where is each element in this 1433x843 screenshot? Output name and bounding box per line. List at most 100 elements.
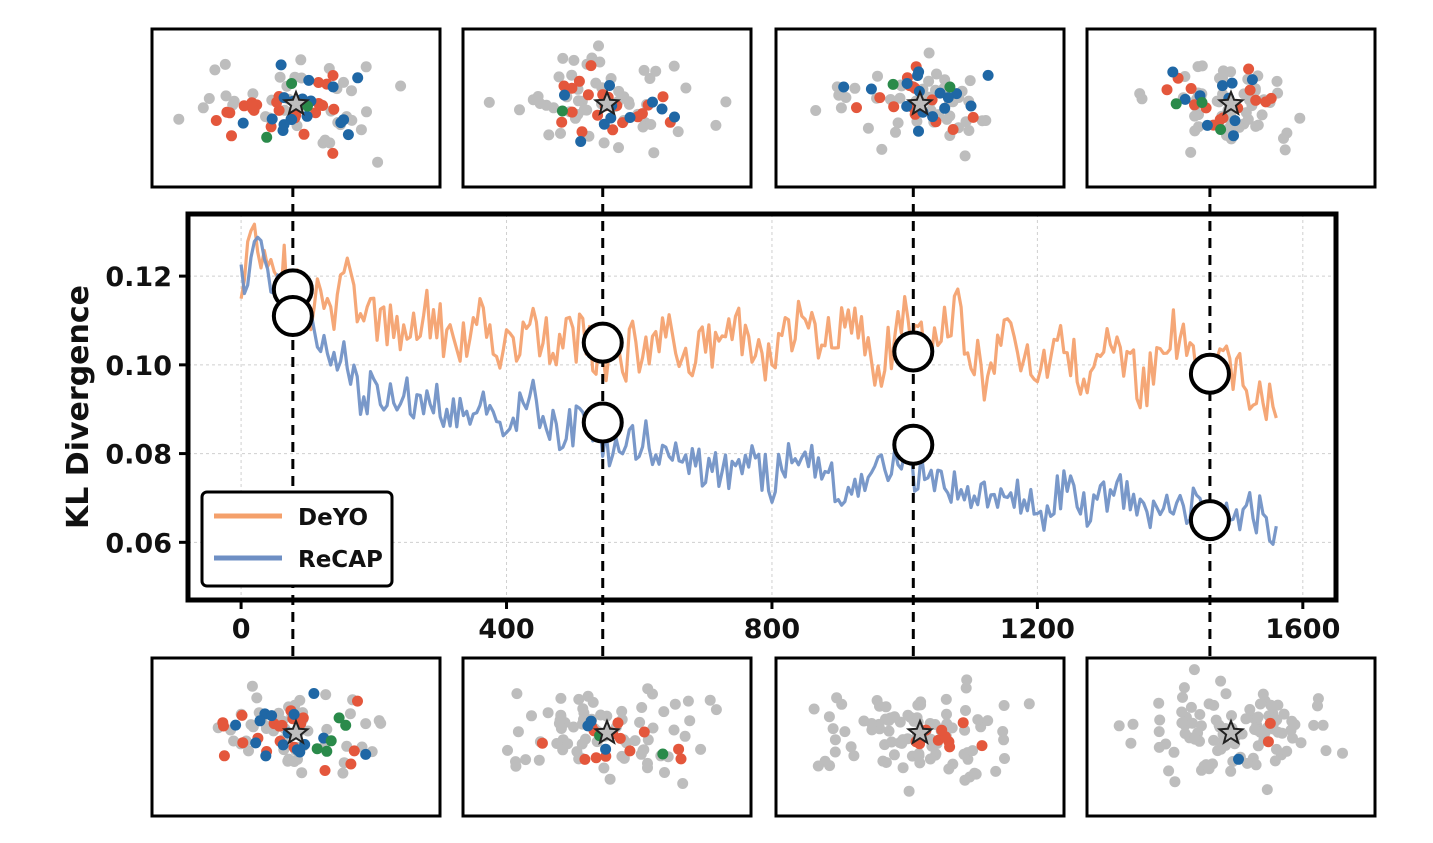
scatter-point-gray — [941, 113, 953, 125]
scatter-point-blue — [250, 737, 262, 749]
scatter-point-gray — [337, 767, 349, 779]
x-tick-label-0: 0 — [232, 614, 251, 645]
scatter-point-red — [313, 77, 324, 88]
scatter-point-gray — [1211, 95, 1223, 107]
scatter-point-gray — [894, 92, 906, 104]
scatter-point-red — [310, 107, 322, 119]
scatter-point-red — [888, 101, 900, 113]
scatter-point-gray — [572, 95, 584, 107]
scatter-point-gray — [650, 65, 662, 77]
scatter-point-gray — [1269, 755, 1281, 767]
scatter-point-gray — [1185, 701, 1197, 713]
scatter-point-gray — [888, 749, 900, 761]
scatter-point-gray — [1294, 112, 1306, 124]
scatter-point-gray — [246, 680, 258, 692]
scatter-point-blue — [288, 708, 300, 720]
scatter-point-blue — [1201, 119, 1213, 131]
scatter-point-blue — [338, 114, 350, 126]
scatter-point-gray — [1256, 109, 1268, 121]
scatter-point-blue — [301, 110, 313, 122]
scatter-point-gray — [1220, 688, 1232, 700]
star-icon — [592, 89, 622, 116]
scatter-point-gray — [827, 723, 839, 735]
scatter-point-gray — [679, 730, 691, 742]
scatter-point-gray — [680, 82, 692, 94]
scatter-point-gray — [668, 724, 680, 736]
scatter-point-gray — [593, 40, 604, 52]
scatter-point-red — [585, 60, 597, 72]
scatter-point-gray — [1226, 710, 1237, 722]
scatter-point-red — [210, 115, 222, 126]
scatter-point-gray — [638, 64, 650, 76]
scatter-point-gray — [1271, 75, 1283, 87]
scatter-point-blue — [237, 117, 249, 129]
axis-ticks: 0 400 800 1200 1600 0.06 0.08 0.10 0.12 — [105, 262, 1340, 645]
scatter-point-gray — [1271, 743, 1282, 755]
scatter-point-gray — [669, 698, 681, 710]
scatter-point-gray — [582, 690, 594, 702]
scatter-point-gray — [848, 750, 860, 762]
scatter-point-gray — [616, 705, 628, 717]
scatter-point-blue — [927, 111, 939, 123]
scatter-point-green — [887, 78, 899, 90]
scatter-point-gray — [1177, 691, 1188, 703]
scatter-point-gray — [355, 124, 367, 136]
scatter-point-gray — [931, 68, 942, 80]
scatter-point-gray — [672, 126, 684, 138]
scatter-point-red — [624, 745, 636, 757]
scatter-point-gray — [251, 692, 263, 704]
scatter-point-red — [1250, 94, 1262, 106]
scatter-point-blue — [575, 136, 587, 147]
scatter-point-blue — [278, 119, 290, 131]
scatter-point-gray — [720, 96, 732, 108]
highlight-marker-2-recap — [892, 423, 935, 466]
scatter-point-gray — [999, 753, 1010, 764]
scatter-point-gray — [964, 75, 976, 87]
scatter-point-gray — [941, 708, 952, 720]
scatter-point-gray — [533, 754, 545, 766]
scatter-point-blue — [1228, 130, 1239, 142]
scatter-point-gray — [319, 134, 331, 146]
connector-lines — [291, 187, 1212, 658]
scatter-point-red — [976, 740, 988, 752]
scatter-point-gray — [876, 143, 888, 155]
scatter-point-gray — [990, 765, 1002, 777]
scatter-point-gray — [1317, 719, 1329, 731]
scatter-point-blue — [266, 113, 278, 125]
scatter-point-blue — [1217, 80, 1228, 92]
scatter-point-green — [556, 105, 568, 117]
scatter-point-gray — [526, 710, 537, 722]
scatter-point-gray — [566, 69, 578, 81]
scatter-point-gray — [810, 105, 822, 116]
scatter-point-blue — [585, 715, 597, 727]
scatter-point-gray — [635, 748, 647, 760]
scatter-point-gray — [577, 703, 589, 715]
scatter-point-gray — [976, 115, 988, 127]
scatter-point-red — [328, 103, 340, 115]
scatter-point-red — [582, 89, 594, 101]
scatter-point-red — [566, 106, 578, 118]
scatter-point-blue — [1246, 74, 1258, 86]
scatter-point-blue — [838, 81, 850, 93]
scatter-point-gray — [1189, 125, 1201, 137]
scatter-point-gray — [682, 695, 694, 707]
scatter-point-gray — [998, 734, 1010, 746]
highlighted-points — [271, 268, 1231, 542]
scatter-point-gray — [511, 688, 523, 700]
scatter-point-gray — [296, 767, 308, 779]
scatter-point-gray — [872, 70, 883, 82]
scatter-point-green — [333, 712, 345, 724]
scatter-point-gray — [890, 126, 901, 138]
scatter-point-gray — [1203, 698, 1215, 710]
scatter-point-blue — [934, 87, 946, 99]
scatter-point-red — [1161, 84, 1173, 96]
scatter-point-green — [325, 735, 337, 747]
scatter-point-gray — [710, 119, 722, 131]
scatter-point-gray — [892, 117, 904, 129]
scatter-point-gray — [695, 743, 707, 755]
scatter-point-gray — [613, 85, 625, 97]
scatter-point-gray — [1241, 757, 1253, 769]
inset-panel-bottom-3 — [1085, 656, 1377, 818]
star-icon — [1216, 718, 1246, 745]
